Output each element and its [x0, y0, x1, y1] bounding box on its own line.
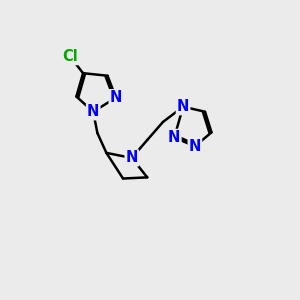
Text: N: N [87, 104, 99, 119]
Text: N: N [126, 151, 138, 166]
Text: N: N [177, 99, 189, 114]
Text: N: N [168, 130, 181, 145]
Text: Cl: Cl [62, 49, 78, 64]
Text: N: N [189, 139, 201, 154]
Text: N: N [110, 90, 122, 105]
